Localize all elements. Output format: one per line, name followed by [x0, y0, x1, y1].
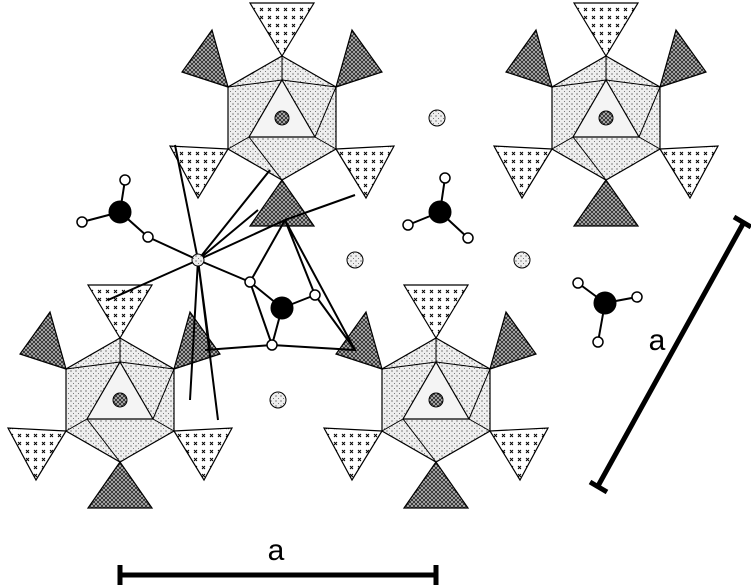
scale-label: a	[268, 534, 285, 567]
scale-bar-diagonal	[590, 217, 751, 492]
scale-label: a	[649, 324, 666, 357]
clusters	[8, 3, 718, 508]
crystal-structure: a a	[0, 0, 751, 587]
scale-bar-horizontal	[120, 565, 436, 585]
